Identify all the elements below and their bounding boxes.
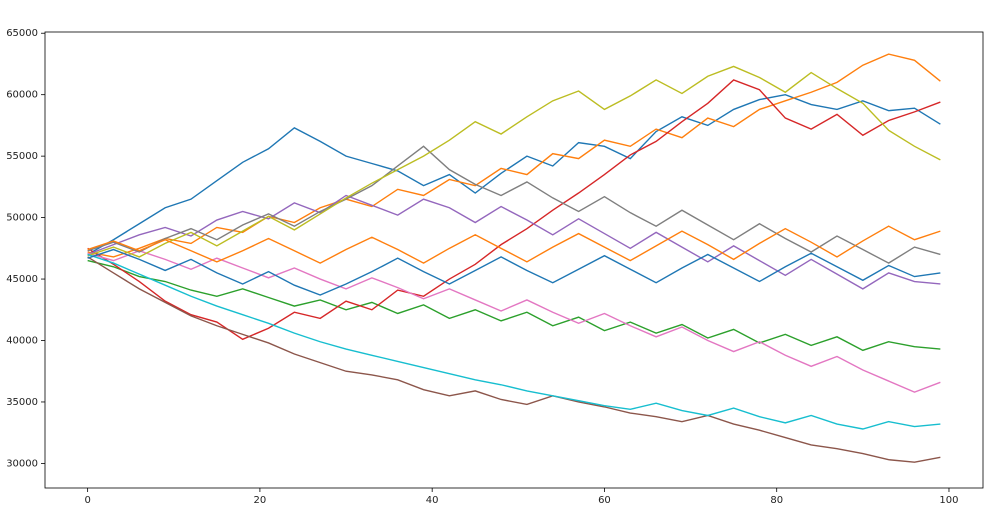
x-tick-label: 40 [426, 495, 439, 506]
series-line [87, 259, 941, 352]
y-tick-label: 45000 [6, 274, 38, 285]
x-tick-label: 0 [84, 495, 90, 506]
series-line [87, 194, 941, 290]
y-tick-label: 50000 [6, 213, 38, 224]
y-tick-label: 60000 [6, 90, 38, 101]
y-tick-label: 55000 [6, 151, 38, 162]
series-line [87, 79, 941, 341]
y-tick-label: 35000 [6, 397, 38, 408]
series-line [87, 93, 941, 256]
series-line [87, 65, 941, 258]
series-line [87, 253, 941, 430]
y-tick-label: 40000 [6, 336, 38, 347]
series-line [87, 248, 941, 296]
series-line [87, 145, 941, 264]
plot-frame [44, 31, 984, 489]
x-tick-label: 80 [770, 495, 783, 506]
series-line [87, 256, 941, 463]
series-line [87, 250, 941, 393]
x-tick-label: 60 [598, 495, 611, 506]
series-line [87, 53, 941, 258]
y-tick-label: 65000 [6, 28, 38, 39]
y-tick-label: 30000 [6, 458, 38, 469]
x-tick-label: 100 [939, 495, 958, 506]
series-line [87, 225, 941, 264]
x-tick-label: 20 [254, 495, 267, 506]
